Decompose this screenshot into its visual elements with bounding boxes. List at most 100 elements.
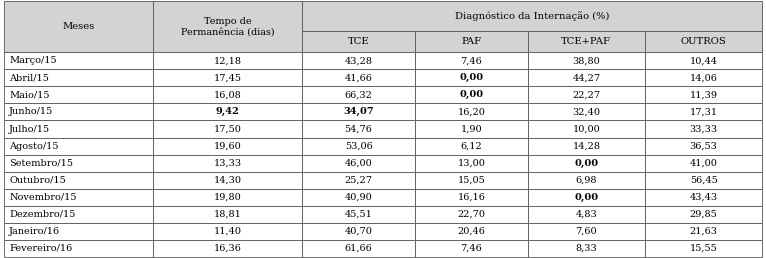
Bar xyxy=(4,172,153,189)
Bar xyxy=(303,138,415,155)
Text: 40,70: 40,70 xyxy=(345,227,372,236)
Text: 20,46: 20,46 xyxy=(457,227,486,236)
Bar xyxy=(528,86,645,103)
Bar xyxy=(153,223,303,240)
Text: TCE: TCE xyxy=(348,37,369,46)
Text: Setembro/15: Setembro/15 xyxy=(9,159,74,167)
Bar xyxy=(645,223,762,240)
Text: 41,00: 41,00 xyxy=(689,159,718,167)
Bar xyxy=(153,69,303,86)
Bar xyxy=(528,172,645,189)
Bar xyxy=(303,155,415,172)
Bar xyxy=(645,240,762,257)
Text: 6,98: 6,98 xyxy=(575,176,597,184)
Text: 45,51: 45,51 xyxy=(345,210,372,219)
Text: OUTROS: OUTROS xyxy=(681,37,726,46)
Text: 33,33: 33,33 xyxy=(689,125,718,133)
Bar xyxy=(153,86,303,103)
Bar xyxy=(645,69,762,86)
Text: 18,81: 18,81 xyxy=(214,210,241,219)
Text: Diagnóstico da Internação (%): Diagnóstico da Internação (%) xyxy=(455,11,610,21)
Text: 40,90: 40,90 xyxy=(345,193,372,201)
Text: 10,44: 10,44 xyxy=(689,57,718,65)
Text: Junho/15: Junho/15 xyxy=(9,108,54,116)
Bar xyxy=(303,172,415,189)
Text: 38,80: 38,80 xyxy=(572,57,601,65)
Text: Janeiro/16: Janeiro/16 xyxy=(9,227,61,236)
Text: 4,83: 4,83 xyxy=(575,210,597,219)
Text: 22,70: 22,70 xyxy=(457,210,486,219)
Text: 53,06: 53,06 xyxy=(345,142,372,150)
Bar xyxy=(528,240,645,257)
Bar xyxy=(303,206,415,223)
Bar xyxy=(153,138,303,155)
Text: Dezembro/15: Dezembro/15 xyxy=(9,210,76,219)
Bar xyxy=(4,1,153,52)
Text: 0,00: 0,00 xyxy=(574,159,598,167)
Bar xyxy=(415,52,528,69)
Bar xyxy=(153,189,303,206)
Bar xyxy=(645,86,762,103)
Bar xyxy=(528,52,645,69)
Bar xyxy=(528,69,645,86)
Text: 9,42: 9,42 xyxy=(216,108,240,116)
Bar xyxy=(153,240,303,257)
Bar xyxy=(415,138,528,155)
Text: 32,40: 32,40 xyxy=(572,108,601,116)
Bar xyxy=(528,138,645,155)
Bar xyxy=(528,189,645,206)
Bar xyxy=(4,103,153,120)
Bar xyxy=(303,86,415,103)
Bar xyxy=(645,172,762,189)
Bar xyxy=(153,120,303,138)
Bar xyxy=(153,155,303,172)
Bar xyxy=(415,206,528,223)
Text: 7,60: 7,60 xyxy=(575,227,597,236)
Text: 43,28: 43,28 xyxy=(345,57,372,65)
Bar xyxy=(303,52,415,69)
Bar xyxy=(4,223,153,240)
Bar xyxy=(4,189,153,206)
Text: Tempo de
Permanência (dias): Tempo de Permanência (dias) xyxy=(181,17,274,37)
Text: 56,45: 56,45 xyxy=(689,176,718,184)
Bar xyxy=(415,31,528,52)
Text: 0,00: 0,00 xyxy=(460,91,483,99)
Text: 7,46: 7,46 xyxy=(460,244,483,253)
Text: 25,27: 25,27 xyxy=(345,176,372,184)
Text: 43,43: 43,43 xyxy=(689,193,718,201)
Bar xyxy=(303,240,415,257)
Bar xyxy=(528,120,645,138)
Bar xyxy=(415,69,528,86)
Bar xyxy=(153,172,303,189)
Bar xyxy=(153,206,303,223)
Text: 36,53: 36,53 xyxy=(689,142,718,150)
Text: 41,66: 41,66 xyxy=(345,74,372,82)
Text: 8,33: 8,33 xyxy=(575,244,597,253)
Bar xyxy=(645,120,762,138)
Text: 16,16: 16,16 xyxy=(457,193,486,201)
Bar xyxy=(415,240,528,257)
Bar xyxy=(528,31,645,52)
Bar xyxy=(415,103,528,120)
Text: Outubro/15: Outubro/15 xyxy=(9,176,66,184)
Text: 11,40: 11,40 xyxy=(214,227,241,236)
Text: 61,66: 61,66 xyxy=(345,244,372,253)
Bar xyxy=(528,103,645,120)
Bar xyxy=(4,69,153,86)
Bar xyxy=(645,138,762,155)
Bar xyxy=(303,189,415,206)
Bar xyxy=(153,52,303,69)
Bar xyxy=(4,86,153,103)
Text: 14,28: 14,28 xyxy=(572,142,601,150)
Text: Fevereiro/16: Fevereiro/16 xyxy=(9,244,73,253)
Bar xyxy=(4,52,153,69)
Text: 13,00: 13,00 xyxy=(457,159,486,167)
Text: 66,32: 66,32 xyxy=(345,91,372,99)
Text: 15,05: 15,05 xyxy=(457,176,485,184)
Bar xyxy=(303,223,415,240)
Bar xyxy=(645,103,762,120)
Text: Novembro/15: Novembro/15 xyxy=(9,193,77,201)
Text: 16,36: 16,36 xyxy=(214,244,241,253)
Bar xyxy=(415,155,528,172)
Bar xyxy=(303,1,762,31)
